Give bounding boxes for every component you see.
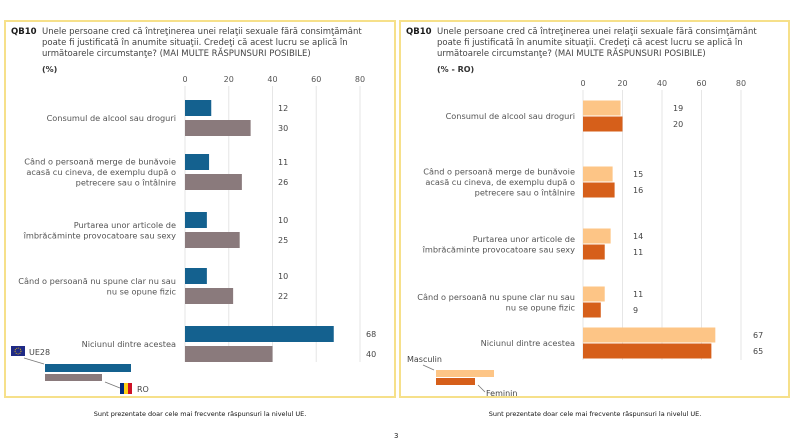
legend-leader-line: [477, 384, 486, 393]
data-label: 9: [633, 306, 638, 315]
data-label: 68: [366, 330, 376, 339]
legend-swatch-ro: [45, 374, 102, 381]
x-tick-label: 0: [182, 75, 187, 84]
category-label: Când o persoană merge de bunăvoie: [24, 157, 176, 167]
data-label: 11: [278, 158, 288, 167]
category-label: Niciunul dintre acestea: [82, 339, 176, 349]
data-label: 19: [673, 104, 683, 113]
bar-masculin: [583, 100, 621, 116]
bar-ro: [185, 174, 242, 190]
bar-ro: [185, 288, 234, 304]
bar-ro: [185, 120, 251, 136]
legend-leader-line: [422, 364, 435, 371]
legend-label-feminin: Feminin: [486, 389, 517, 398]
category-label: Când o persoană nu spune clar nu sau: [417, 292, 575, 302]
legend-leader-line: [104, 381, 121, 389]
bar-ro: [185, 346, 273, 362]
category-label: Purtarea unor articole de: [473, 234, 575, 244]
bar-ue28: [185, 154, 210, 170]
data-label: 11: [633, 290, 643, 299]
question-code: QB10: [406, 27, 432, 37]
x-tick-label: 40: [267, 75, 277, 84]
category-label: îmbrăcăminte provocatoare sau sexy: [23, 230, 177, 240]
eu-flag-icon: [11, 346, 25, 356]
bar-chart-eu-ro: 0 20 40 60 80 Consumul de alcool sau droguri 1…: [11, 75, 376, 394]
x-tick-label: 40: [657, 79, 667, 88]
category-label: petrecere sau o întâlnire: [76, 178, 176, 188]
category-label: Consumul de alcool sau droguri: [47, 113, 176, 123]
category-label: Când o persoană nu spune clar nu sau: [18, 276, 176, 286]
category-label: petrecere sau o întâlnire: [475, 188, 575, 198]
page-number: 3: [394, 432, 399, 440]
bar-masculin: [583, 166, 613, 182]
question-text: Unele persoane cred că întreţinerea unei…: [42, 27, 362, 59]
bar-ue28: [185, 326, 334, 342]
x-tick-label: 60: [311, 75, 321, 84]
chart-panel-eu-ro: QB10 Unele persoane cred că întreţinerea…: [4, 20, 396, 398]
category-label: nu se opune fizic: [506, 302, 575, 312]
x-tick-label: 20: [617, 79, 627, 88]
data-label: 22: [278, 292, 288, 301]
bar-feminin: [583, 244, 605, 260]
x-tick-label: 80: [736, 79, 746, 88]
bar-ue28: [185, 268, 207, 284]
question-text: Unele persoane cred că întreţinerea unei…: [437, 27, 757, 59]
data-label: 14: [633, 232, 643, 241]
category-label: Purtarea unor articole de: [74, 220, 176, 230]
x-tick-label: 60: [696, 79, 706, 88]
bar-masculin: [583, 327, 716, 343]
bar-feminin: [583, 116, 623, 132]
bar-ro: [185, 232, 240, 248]
question-code: QB10: [11, 27, 37, 37]
legend-label-masculin: Masculin: [407, 355, 442, 364]
legend-swatch-feminin: [436, 378, 475, 385]
category-label: acasă cu cineva, de exemplu după o: [26, 167, 176, 177]
category-label: Când o persoană merge de bunăvoie: [423, 167, 575, 177]
legend-leader-line: [23, 357, 45, 365]
data-label: 30: [278, 124, 288, 133]
legend-label-ro: RO: [137, 385, 149, 394]
footnote: Sunt prezentate doar cele mai frecvente …: [488, 410, 702, 418]
data-label: 16: [633, 186, 643, 195]
data-label: 65: [753, 347, 763, 356]
footnote: Sunt prezentate doar cele mai frecvente …: [93, 410, 307, 418]
bar-ue28: [185, 212, 207, 228]
data-label: 25: [278, 236, 288, 245]
data-label: 15: [633, 170, 643, 179]
bar-masculin: [583, 228, 611, 244]
category-label: Consumul de alcool sau droguri: [446, 111, 575, 121]
category-label: Niciunul dintre acestea: [481, 338, 575, 348]
bar-masculin: [583, 286, 605, 302]
data-label: 26: [278, 178, 288, 187]
bar-ue28: [185, 100, 212, 116]
data-label: 10: [278, 216, 288, 225]
bar-feminin: [583, 343, 712, 359]
romania-flag-icon: [120, 383, 132, 394]
legend-label-ue28: UE28: [29, 348, 50, 357]
x-tick-label: 0: [580, 79, 585, 88]
data-label: 11: [633, 248, 643, 257]
category-label: îmbrăcăminte provocatoare sau sexy: [422, 244, 576, 254]
legend-swatch-masculin: [436, 370, 494, 377]
unit-label: (% - RO): [437, 65, 475, 74]
bar-feminin: [583, 182, 615, 198]
chart-panel-gender: QB10 Unele persoane cred că întreţinerea…: [399, 20, 790, 398]
unit-label: (%): [42, 65, 58, 74]
bar-feminin: [583, 302, 601, 318]
x-tick-label: 80: [355, 75, 365, 84]
data-label: 12: [278, 104, 288, 113]
legend-swatch-ue28: [45, 364, 131, 372]
data-label: 10: [278, 272, 288, 281]
bar-chart-gender: 0 20 40 60 80 Consumul de alcool sau droguri 1…: [407, 79, 763, 398]
data-label: 40: [366, 350, 376, 359]
data-label: 20: [673, 120, 683, 129]
category-label: nu se opune fizic: [107, 286, 176, 296]
data-label: 67: [753, 331, 763, 340]
x-tick-label: 20: [224, 75, 234, 84]
category-label: acasă cu cineva, de exemplu după o: [425, 177, 575, 187]
